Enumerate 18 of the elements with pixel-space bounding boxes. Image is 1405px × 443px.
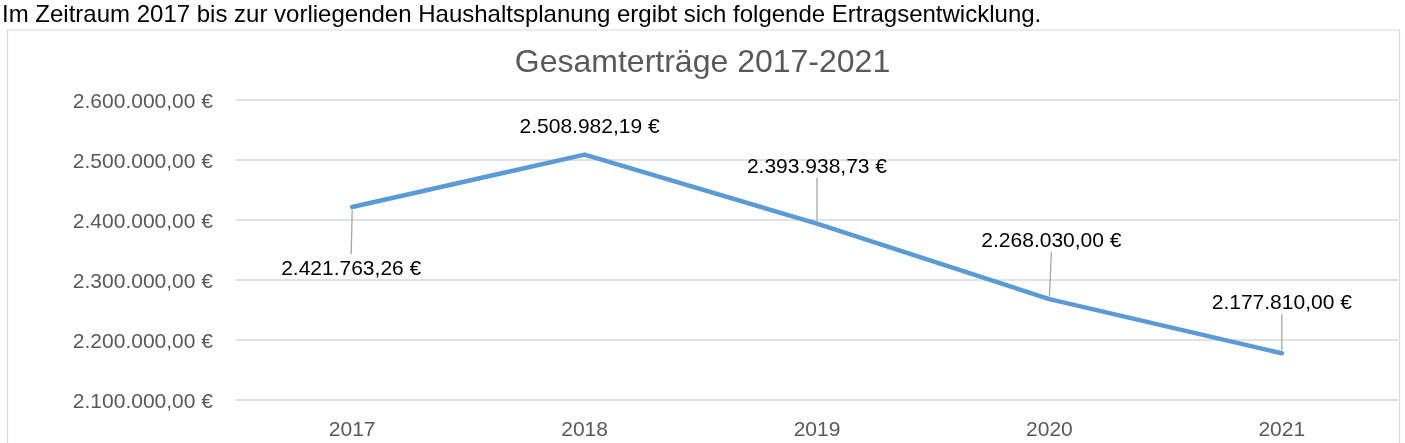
x-tick-label: 2021 bbox=[1258, 416, 1306, 440]
x-tick-label: 2017 bbox=[328, 416, 376, 440]
text: Im Zeitraum 2017 bis zur vorliegenden Haushaltsplanung ergibt sich folgende Ertragsentwicklung. bbox=[2, 0, 1042, 27]
chart-title: Gesamterträge 2017-2021 bbox=[514, 43, 891, 79]
data-label: 2.177.810,00 € bbox=[1211, 289, 1353, 313]
y-tick-label: 2.500.000,00 € bbox=[72, 148, 214, 172]
data-label: 2.393.938,73 € bbox=[746, 153, 888, 177]
data-label: 2.421.763,26 € bbox=[281, 255, 422, 279]
y-tick-label: 2.300.000,00 € bbox=[72, 268, 214, 292]
y-tick-label: 2.400.000,00 € bbox=[72, 208, 214, 232]
y-tick-label: 2.600.000,00 € bbox=[72, 88, 214, 112]
x-tick-label: 2019 bbox=[793, 416, 841, 440]
x-tick-label: 2020 bbox=[1026, 416, 1073, 440]
y-tick-label: 2.100.000,00 € bbox=[72, 388, 214, 412]
data-label: 2.268.030,00 € bbox=[981, 227, 1122, 251]
data-label: 2.508.982,19 € bbox=[519, 113, 660, 137]
x-tick-label: 2018 bbox=[561, 416, 608, 440]
y-tick-label: 2.200.000,00 € bbox=[72, 328, 214, 352]
